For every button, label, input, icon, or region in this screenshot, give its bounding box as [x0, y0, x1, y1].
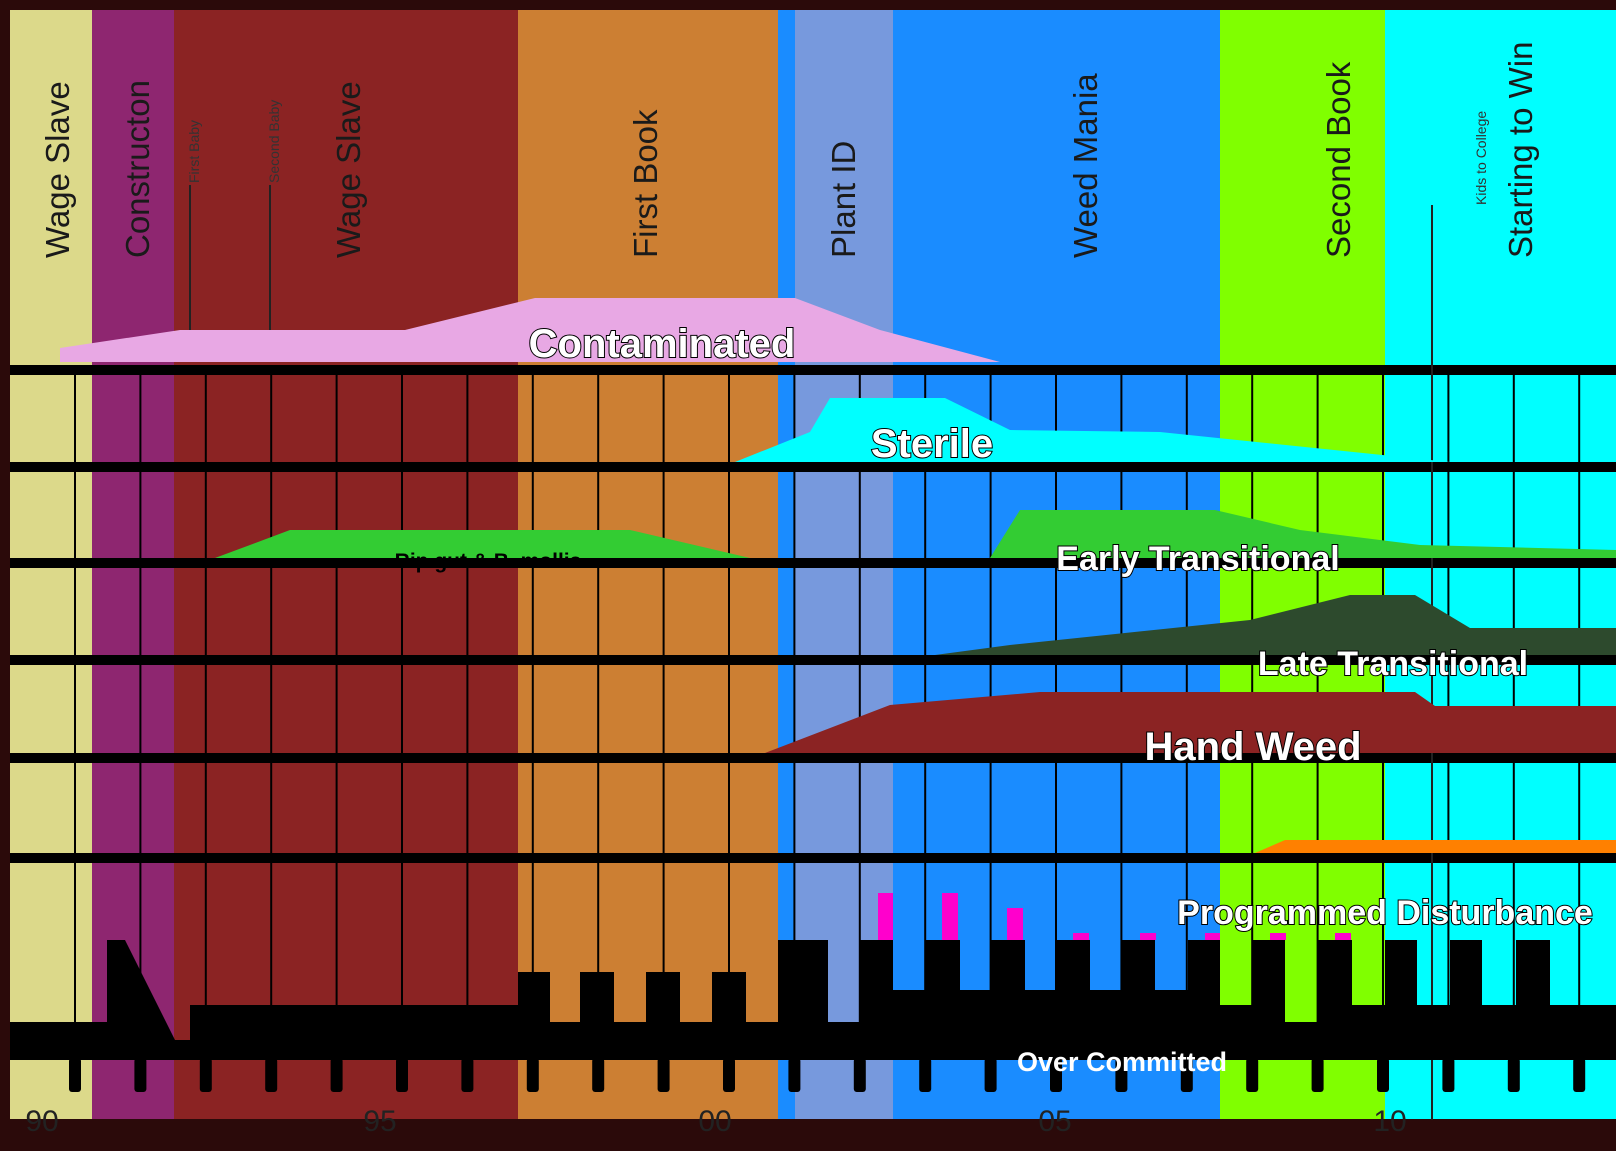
year-tick	[69, 1058, 81, 1092]
year-tick	[134, 1058, 147, 1092]
year-label: 05	[1038, 1105, 1071, 1138]
year-tick	[1180, 1058, 1193, 1092]
year-tick	[1507, 1058, 1520, 1092]
year-tick	[396, 1058, 408, 1092]
year-tick	[984, 1058, 997, 1092]
year-label: 10	[1373, 1105, 1406, 1138]
year-tick	[1050, 1058, 1062, 1092]
period-label: Constructon	[119, 80, 156, 258]
year-tick	[265, 1058, 278, 1092]
row-band	[10, 753, 1616, 763]
year-tick	[1311, 1058, 1324, 1092]
year-tick	[1377, 1058, 1389, 1092]
row-band	[10, 365, 1616, 375]
row-band	[10, 462, 1616, 472]
period-label: First Book	[627, 109, 664, 258]
hand-weed-shape	[765, 692, 1616, 753]
late-transitional-shape	[935, 595, 1616, 655]
year-tick	[199, 1058, 212, 1092]
year-tick	[1115, 1058, 1128, 1092]
year-tick	[526, 1058, 539, 1092]
event-label: Second Baby	[266, 100, 282, 183]
period-label: Second Book	[1320, 61, 1357, 258]
year-label: 95	[363, 1105, 396, 1138]
phase-label: Programmed Disturbance	[1177, 894, 1593, 932]
phase-label: Hand Weed	[1144, 725, 1361, 769]
over-committed-shape	[10, 940, 1616, 1060]
year-tick	[788, 1058, 801, 1092]
period-label: Starting to Win	[1502, 42, 1539, 258]
period-label: Weed Mania	[1067, 73, 1104, 258]
phase-label: Early Transitional	[1056, 540, 1339, 578]
phase-label: Over Committed	[1017, 1047, 1227, 1077]
period-label: Plant ID	[825, 141, 862, 258]
contaminated-shape	[60, 298, 1000, 362]
year-tick	[461, 1058, 474, 1092]
sterile-shape	[735, 398, 1450, 462]
row-band	[10, 558, 1616, 568]
ripgut-shape	[215, 530, 750, 558]
phase-label: Sterile	[871, 422, 993, 466]
year-tick	[723, 1058, 735, 1092]
year-tick	[1246, 1058, 1259, 1092]
phase-label: Late Transitional	[1258, 645, 1528, 683]
year-tick	[1573, 1058, 1586, 1092]
phase-label: Contaminated	[529, 322, 796, 366]
year-label: 00	[698, 1105, 731, 1138]
event-label: Kids to College	[1473, 111, 1489, 205]
early-transitional-shape	[990, 510, 1616, 558]
phase-label: Rip gut & B. mollis	[395, 550, 582, 573]
programmed-disturbance-shape	[1255, 840, 1616, 853]
year-label: 90	[25, 1105, 58, 1138]
event-label: First Baby	[186, 120, 202, 183]
year-tick	[1442, 1058, 1455, 1092]
disturbance-bars	[878, 893, 1351, 940]
year-tick	[657, 1058, 670, 1092]
year-tick	[853, 1058, 866, 1092]
period-label: Wage Slave	[330, 81, 367, 258]
year-tick	[592, 1058, 605, 1092]
row-band	[10, 655, 1616, 665]
year-tick	[919, 1058, 932, 1092]
year-tick	[330, 1058, 343, 1092]
period-label: Wage Slave	[39, 81, 76, 258]
row-band	[10, 853, 1616, 863]
